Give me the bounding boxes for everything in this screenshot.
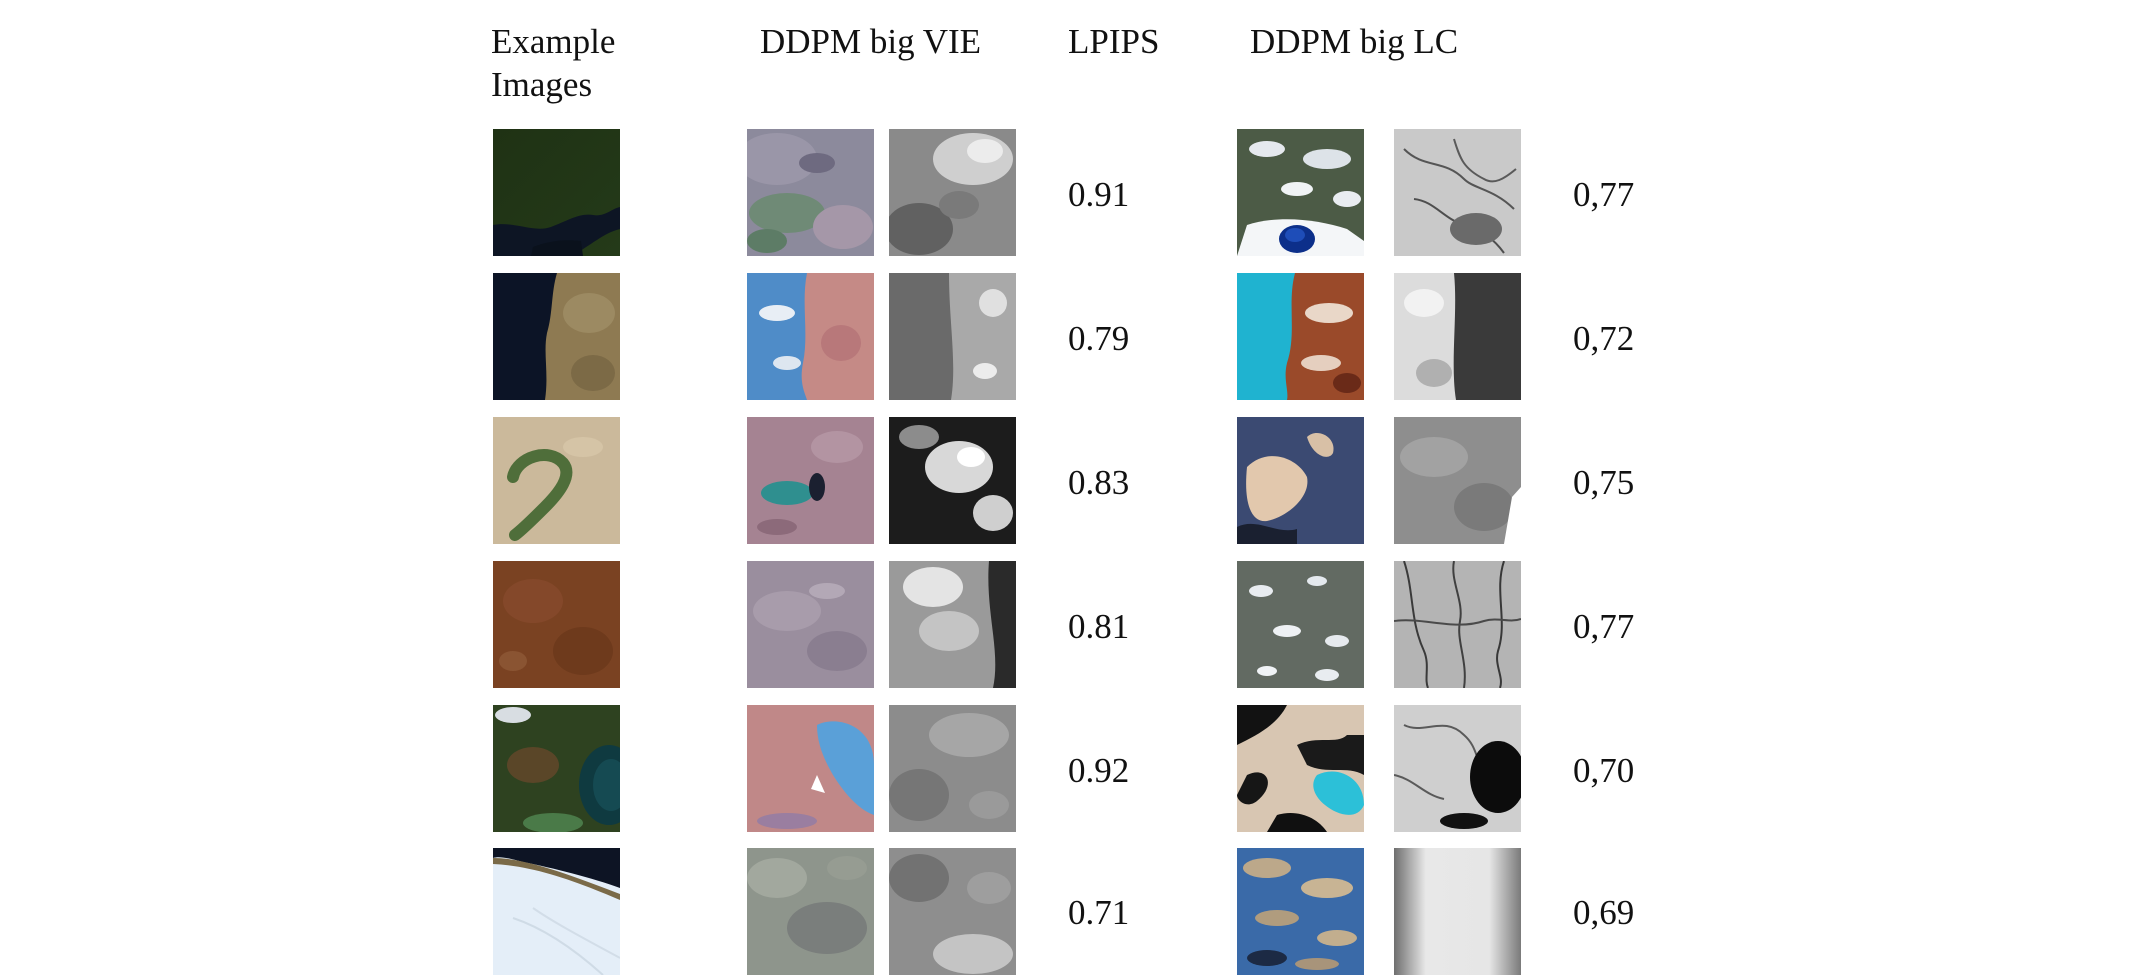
- lc-height-image-4: [1394, 561, 1521, 688]
- example-image-6: [493, 848, 620, 975]
- lpips-vie-score-2: 0.79: [1068, 319, 1130, 358]
- lc-color-image-1: [1237, 129, 1364, 256]
- lc-height-image-6: [1394, 848, 1521, 975]
- lc-color-image-2: [1237, 273, 1364, 400]
- example-image-5: [493, 705, 620, 832]
- example-image-4: [493, 561, 620, 688]
- ddpm-vie-header: DDPM big VIE: [760, 22, 982, 61]
- lpips-lc-score-4: 0,77: [1573, 607, 1635, 646]
- vie-color-image-1: [747, 129, 874, 256]
- vie-height-image-3: [889, 417, 1016, 544]
- vie-height-image-2: [889, 273, 1016, 400]
- vie-color-image-4: [747, 561, 874, 688]
- vie-color-image-5: [747, 705, 874, 832]
- vie-color-image-6: [747, 848, 874, 975]
- lpips-vie-score-1: 0.91: [1068, 175, 1130, 214]
- example-header-line1: Example: [491, 22, 616, 61]
- lpips-vie-score-5: 0.92: [1068, 751, 1130, 790]
- vie-height-image-4: [889, 561, 1016, 688]
- lpips-lc-score-6: 0,69: [1573, 893, 1635, 932]
- example-image-2: [493, 273, 620, 400]
- lc-color-image-5: [1237, 705, 1364, 832]
- lpips-vie-score-6: 0.71: [1068, 893, 1130, 932]
- example-header-line2: Images: [491, 65, 593, 104]
- vie-height-image-5: [889, 705, 1016, 832]
- vie-color-image-3: [747, 417, 874, 544]
- vie-height-image-6: [889, 848, 1016, 975]
- lc-height-image-2: [1394, 273, 1521, 400]
- example-images-header: Example Images: [491, 20, 661, 106]
- lc-height-image-3: [1394, 417, 1521, 544]
- example-image-1: [493, 129, 620, 256]
- lpips-vie-score-4: 0.81: [1068, 607, 1130, 646]
- lpips-lc-score-5: 0,70: [1573, 751, 1635, 790]
- lpips-lc-score-2: 0,72: [1573, 319, 1635, 358]
- example-image-3: [493, 417, 620, 544]
- lpips-vie-score-3: 0.83: [1068, 463, 1130, 502]
- lc-height-image-5: [1394, 705, 1521, 832]
- ddpm-lc-header: DDPM big LC: [1250, 22, 1459, 61]
- lpips-lc-score-3: 0,75: [1573, 463, 1635, 502]
- lpips-lc-score-1: 0,77: [1573, 175, 1635, 214]
- lc-color-image-3: [1237, 417, 1364, 544]
- lpips-header: LPIPS: [1068, 22, 1160, 61]
- vie-color-image-2: [747, 273, 874, 400]
- lc-color-image-6: [1237, 848, 1364, 975]
- lc-color-image-4: [1237, 561, 1364, 688]
- vie-height-image-1: [889, 129, 1016, 256]
- lc-height-image-1: [1394, 129, 1521, 256]
